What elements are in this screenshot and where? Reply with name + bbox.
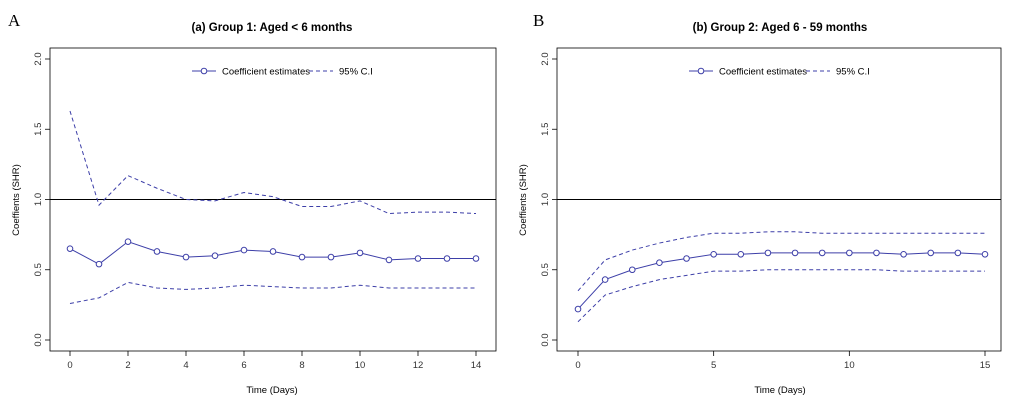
legend-ci-label: 95% C.I (339, 67, 373, 78)
marks-b (557, 199, 1001, 323)
y-tick-label: 1.5 (540, 123, 551, 136)
estimate-point (95, 260, 103, 268)
x-axis-label-a: Time (Days) (246, 385, 297, 396)
estimate-point (818, 249, 826, 257)
estimate-point (873, 249, 880, 257)
x-tick-label: 0 (575, 360, 580, 371)
axes-a: 0 2 4 6 8 10 12 14 0.0 0.5 1.0 1.5 2.0 (33, 52, 481, 371)
legend-estimate-label: Coefficient estimates (222, 67, 310, 78)
estimate-point (737, 250, 745, 258)
estimate-point (443, 255, 451, 262)
x-tick-label: 4 (183, 360, 188, 371)
estimate-point (269, 248, 277, 255)
x-tick-label: 15 (980, 360, 991, 371)
estimate-point (900, 250, 907, 258)
estimate-point (66, 245, 74, 252)
estimate-point (981, 250, 989, 258)
y-tick-label: 1.0 (33, 193, 44, 206)
y-axis-label-a: Coeffients (SHR) (11, 164, 22, 236)
estimate-line (577, 252, 986, 310)
estimate-point (846, 249, 853, 257)
x-tick-label: 6 (241, 360, 246, 371)
estimate-point (683, 255, 690, 262)
panel-letter-b: B (533, 11, 544, 30)
panel-a: A (a) Group 1: Aged < 6 months 0 2 4 6 8 10 12… (8, 11, 497, 396)
y-axis-label-b: Coeffients (SHR) (518, 164, 529, 236)
estimate-point (710, 250, 717, 258)
legend-estimate-marker (200, 67, 208, 75)
y-tick-label: 0.5 (33, 263, 44, 276)
x-tick-label: 5 (711, 360, 716, 371)
estimate-point (472, 255, 480, 262)
estimate-point (927, 249, 935, 257)
estimate-point (182, 253, 190, 261)
x-tick-label: 2 (125, 360, 130, 371)
estimate-point (414, 255, 422, 262)
legend-b: Coefficient estimates 95% C.I (689, 67, 870, 78)
chart-title-b: (b) Group 2: Aged 6 - 59 months (693, 22, 868, 34)
legend-ci-label: 95% C.I (836, 67, 870, 78)
panel-b: B (b) Group 2: Aged 6 - 59 months 0 5 10 15… (518, 11, 1002, 396)
panel-letter-a: A (8, 11, 21, 30)
y-tick-label: 0.0 (33, 333, 44, 346)
y-tick-label: 1.0 (540, 193, 551, 206)
ci-upper-line (577, 231, 985, 292)
estimate-point (298, 253, 306, 261)
estimate-point (791, 249, 799, 257)
estimate-point (356, 249, 364, 257)
x-tick-label: 10 (844, 360, 855, 371)
estimate-point (211, 252, 219, 259)
x-tick-label: 12 (413, 360, 424, 371)
estimate-point (954, 249, 962, 257)
estimate-point (656, 259, 663, 267)
estimate-point (574, 305, 582, 313)
estimate-point (764, 249, 772, 257)
estimate-point (153, 248, 161, 255)
legend-estimate-label: Coefficient estimates (719, 67, 807, 78)
estimate-point (601, 276, 609, 283)
ci-lower-line (69, 281, 476, 304)
estimate-point (327, 253, 335, 261)
legend-estimate-marker (697, 67, 705, 75)
y-tick-label: 2.0 (33, 52, 44, 65)
estimate-point (240, 246, 248, 254)
x-tick-label: 0 (67, 360, 72, 371)
x-axis-label-b: Time (Days) (754, 385, 805, 396)
x-tick-label: 14 (471, 360, 482, 371)
ci-lower-line (577, 269, 985, 323)
estimate-point (628, 266, 636, 274)
ci-upper-line (69, 110, 477, 215)
y-tick-label: 0.0 (540, 333, 551, 346)
estimate-point (385, 256, 393, 264)
y-tick-label: 1.5 (33, 123, 44, 136)
x-tick-label: 8 (299, 360, 304, 371)
axes-b: 0 5 10 15 0.0 0.5 1.0 1.5 2.0 (540, 52, 990, 371)
estimate-point (124, 238, 132, 245)
chart-title-a: (a) Group 1: Aged < 6 months (192, 22, 353, 34)
x-tick-label: 10 (355, 360, 366, 371)
legend-a: Coefficient estimates 95% C.I (192, 67, 373, 78)
y-tick-label: 2.0 (540, 52, 551, 65)
marks-a (50, 110, 496, 304)
y-tick-label: 0.5 (540, 263, 551, 276)
